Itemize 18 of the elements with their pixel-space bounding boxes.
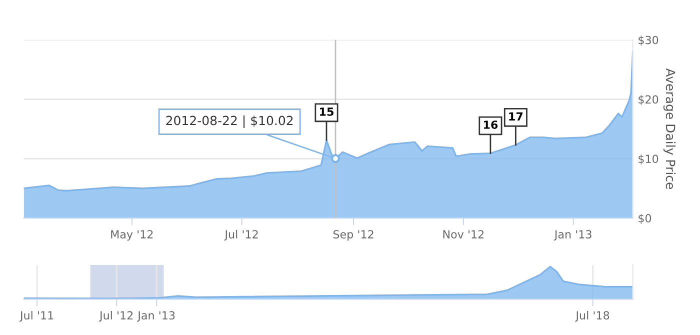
- annotation: 15: [320, 108, 334, 116]
- y-tick-label: $30: [638, 36, 658, 46]
- x-tick-label: Jan '13: [554, 230, 592, 241]
- x-tick-label: Jan '13: [137, 311, 175, 322]
- annotation: 2012-08-22 | $10.02: [166, 116, 293, 128]
- annotation: 17: [509, 112, 523, 120]
- x-tick-label: Nov '12: [443, 230, 484, 238]
- x-tick-label: Jul '18: [575, 310, 610, 322]
- x-tick-label: Sep '12: [333, 230, 374, 241]
- x-tick-label: Jul '12: [98, 310, 133, 322]
- y-tick-label: $0: [638, 214, 652, 224]
- annotation: 16: [484, 120, 498, 129]
- y-axis-title: Average Daily Price: [663, 68, 676, 190]
- x-tick-label: Jul '11: [19, 310, 54, 322]
- x-tick-label: Jul '12: [224, 230, 258, 241]
- x-tick-label: May '12: [111, 230, 153, 241]
- y-tick-label: $10: [638, 154, 658, 165]
- y-tick-label: $20: [638, 95, 658, 106]
